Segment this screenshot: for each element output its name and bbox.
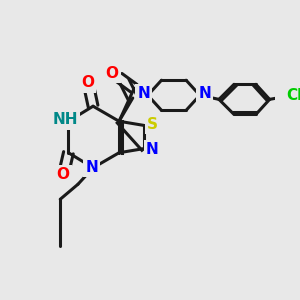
Text: N: N — [137, 86, 150, 101]
Text: O: O — [56, 167, 70, 182]
Text: Cl: Cl — [286, 88, 300, 103]
Text: N: N — [146, 142, 159, 158]
Text: N: N — [85, 160, 98, 175]
Text: O: O — [106, 66, 119, 81]
Text: O: O — [81, 75, 94, 90]
Text: S: S — [147, 116, 158, 131]
Text: N: N — [198, 86, 211, 101]
Text: NH: NH — [52, 112, 78, 128]
